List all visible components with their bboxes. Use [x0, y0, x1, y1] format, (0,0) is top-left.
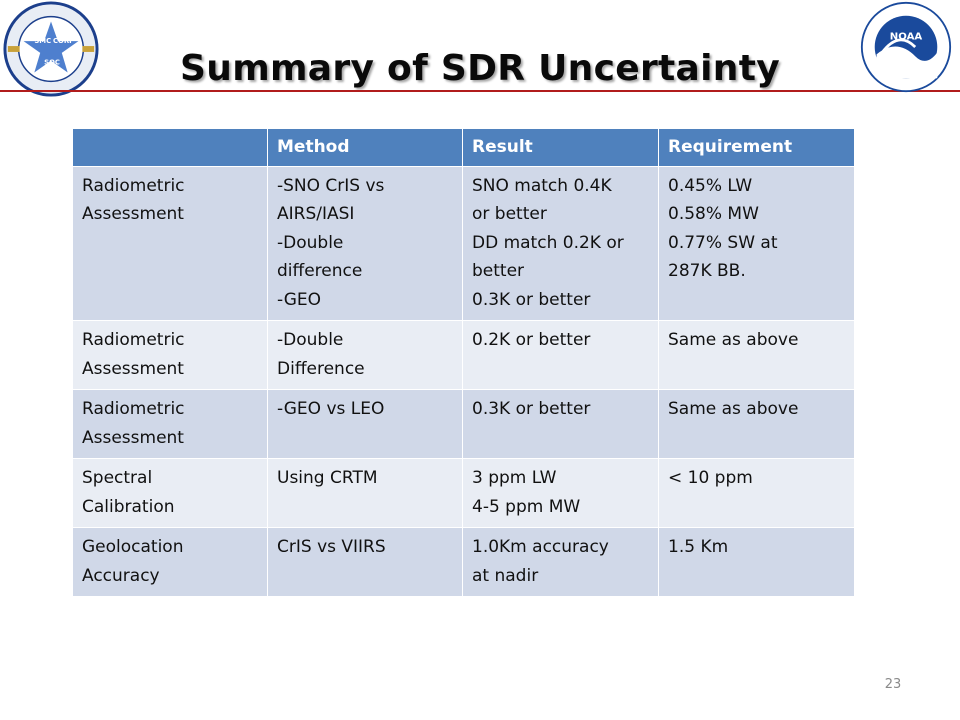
assessment-cell: Radiometric Assessment — [72, 165, 268, 321]
cell-line: -Double — [277, 330, 344, 350]
header-requirement: Requirement — [658, 128, 855, 167]
method-cell: CrIS vs VIIRS — [267, 527, 463, 597]
requirement-cell: 0.45% LW 0.58% MW 0.77% SW at 287K BB. — [658, 165, 855, 321]
noaa-logo: NOAA — [860, 1, 952, 93]
cell-line: Assessment — [82, 204, 184, 224]
cell-line: AIRS/IASI — [277, 204, 355, 224]
page-number: 23 — [884, 677, 902, 692]
cell-line: 1.5 Km — [668, 537, 729, 557]
cell-line: Spectral — [82, 468, 153, 488]
requirement-cell: Same as above — [658, 320, 855, 390]
header-method: Method — [267, 128, 463, 167]
slide-title: Summary of SDR Uncertainty — [180, 48, 780, 90]
header-result: Result — [462, 128, 659, 167]
cell-line: -GEO — [277, 289, 322, 310]
table-row: Radiometric Assessment -SNO CrIS vs AIRS… — [72, 165, 855, 321]
smc-label: SMC — [34, 37, 51, 45]
cell-line: Accuracy — [82, 565, 160, 586]
cell-line: 0.45% LW — [668, 175, 753, 196]
cell-line: 287K BB. — [668, 261, 746, 281]
method-cell: Using CRTM — [267, 458, 463, 528]
star-logo: SMC CORP SOC — [3, 1, 99, 97]
cell-line: DD match 0.2K or — [472, 232, 624, 253]
cell-line: -GEO vs LEO — [277, 399, 385, 419]
cell-line: CrIS vs VIIRS — [277, 537, 386, 557]
requirement-cell: Same as above — [658, 389, 855, 459]
cell-line: Assessment — [82, 427, 184, 448]
cell-line: < 10 ppm — [668, 468, 753, 488]
cell-line: 0.2K or better — [472, 330, 591, 350]
cell-line: Same as above — [668, 399, 799, 419]
assessment-cell: Geolocation Accuracy — [72, 527, 268, 597]
soc-label: SOC — [44, 59, 60, 67]
table-row: Radiometric Assessment -Double Differenc… — [72, 320, 855, 390]
cell-line: Difference — [277, 358, 365, 379]
corp-label: CORP — [53, 37, 74, 45]
cell-line: Calibration — [82, 496, 175, 517]
assessment-cell: Radiometric Assessment — [72, 389, 268, 459]
cell-line: Same as above — [668, 330, 799, 350]
method-cell: -Double Difference — [267, 320, 463, 390]
method-cell: -SNO CrIS vs AIRS/IASI -Double differenc… — [267, 165, 463, 321]
requirement-cell: 1.5 Km — [658, 527, 855, 597]
cell-line: 0.3K or better — [472, 399, 591, 419]
result-cell: SNO match 0.4K or better DD match 0.2K o… — [462, 165, 659, 321]
noaa-badge: NOAA — [890, 32, 923, 43]
result-cell: 0.2K or better — [462, 320, 659, 390]
cell-line: 0.3K or better — [472, 289, 591, 310]
cell-line: Radiometric — [82, 175, 185, 196]
cell-line: 0.77% SW at — [668, 232, 778, 253]
method-cell: -GEO vs LEO — [267, 389, 463, 459]
cell-line: 3 ppm LW — [472, 468, 557, 488]
cell-line: Geolocation — [82, 537, 184, 557]
title-divider — [0, 90, 960, 92]
cell-line: Radiometric — [82, 399, 185, 419]
cell-line: -Double — [277, 232, 344, 253]
result-cell: 0.3K or better — [462, 389, 659, 459]
cell-line: difference — [277, 261, 363, 281]
requirement-cell: < 10 ppm — [658, 458, 855, 528]
cell-line: or better — [472, 204, 547, 224]
table-row: Radiometric Assessment -GEO vs LEO 0.3K … — [72, 389, 855, 459]
assessment-cell: Spectral Calibration — [72, 458, 268, 528]
cell-line: -SNO CrIS vs — [277, 175, 385, 196]
cell-line: Using CRTM — [277, 468, 378, 488]
cell-line: 4-5 ppm MW — [472, 496, 581, 517]
sdr-uncertainty-table: Method Result Requirement Radiometric As… — [72, 128, 855, 597]
cell-line: 1.0Km accuracy — [472, 537, 609, 557]
cell-line: at nadir — [472, 565, 539, 586]
result-cell: 1.0Km accuracy at nadir — [462, 527, 659, 597]
table-header-row: Method Result Requirement — [72, 128, 855, 167]
cell-line: 0.58% MW — [668, 204, 759, 224]
cell-line: Radiometric — [82, 330, 185, 350]
table-row: Geolocation Accuracy CrIS vs VIIRS 1.0Km… — [72, 527, 855, 597]
cell-line: SNO match 0.4K — [472, 175, 612, 196]
table-row: Spectral Calibration Using CRTM 3 ppm LW… — [72, 458, 855, 528]
cell-line: Assessment — [82, 358, 184, 379]
assessment-cell: Radiometric Assessment — [72, 320, 268, 390]
header-blank — [72, 128, 268, 167]
result-cell: 3 ppm LW 4-5 ppm MW — [462, 458, 659, 528]
cell-line: better — [472, 261, 525, 281]
